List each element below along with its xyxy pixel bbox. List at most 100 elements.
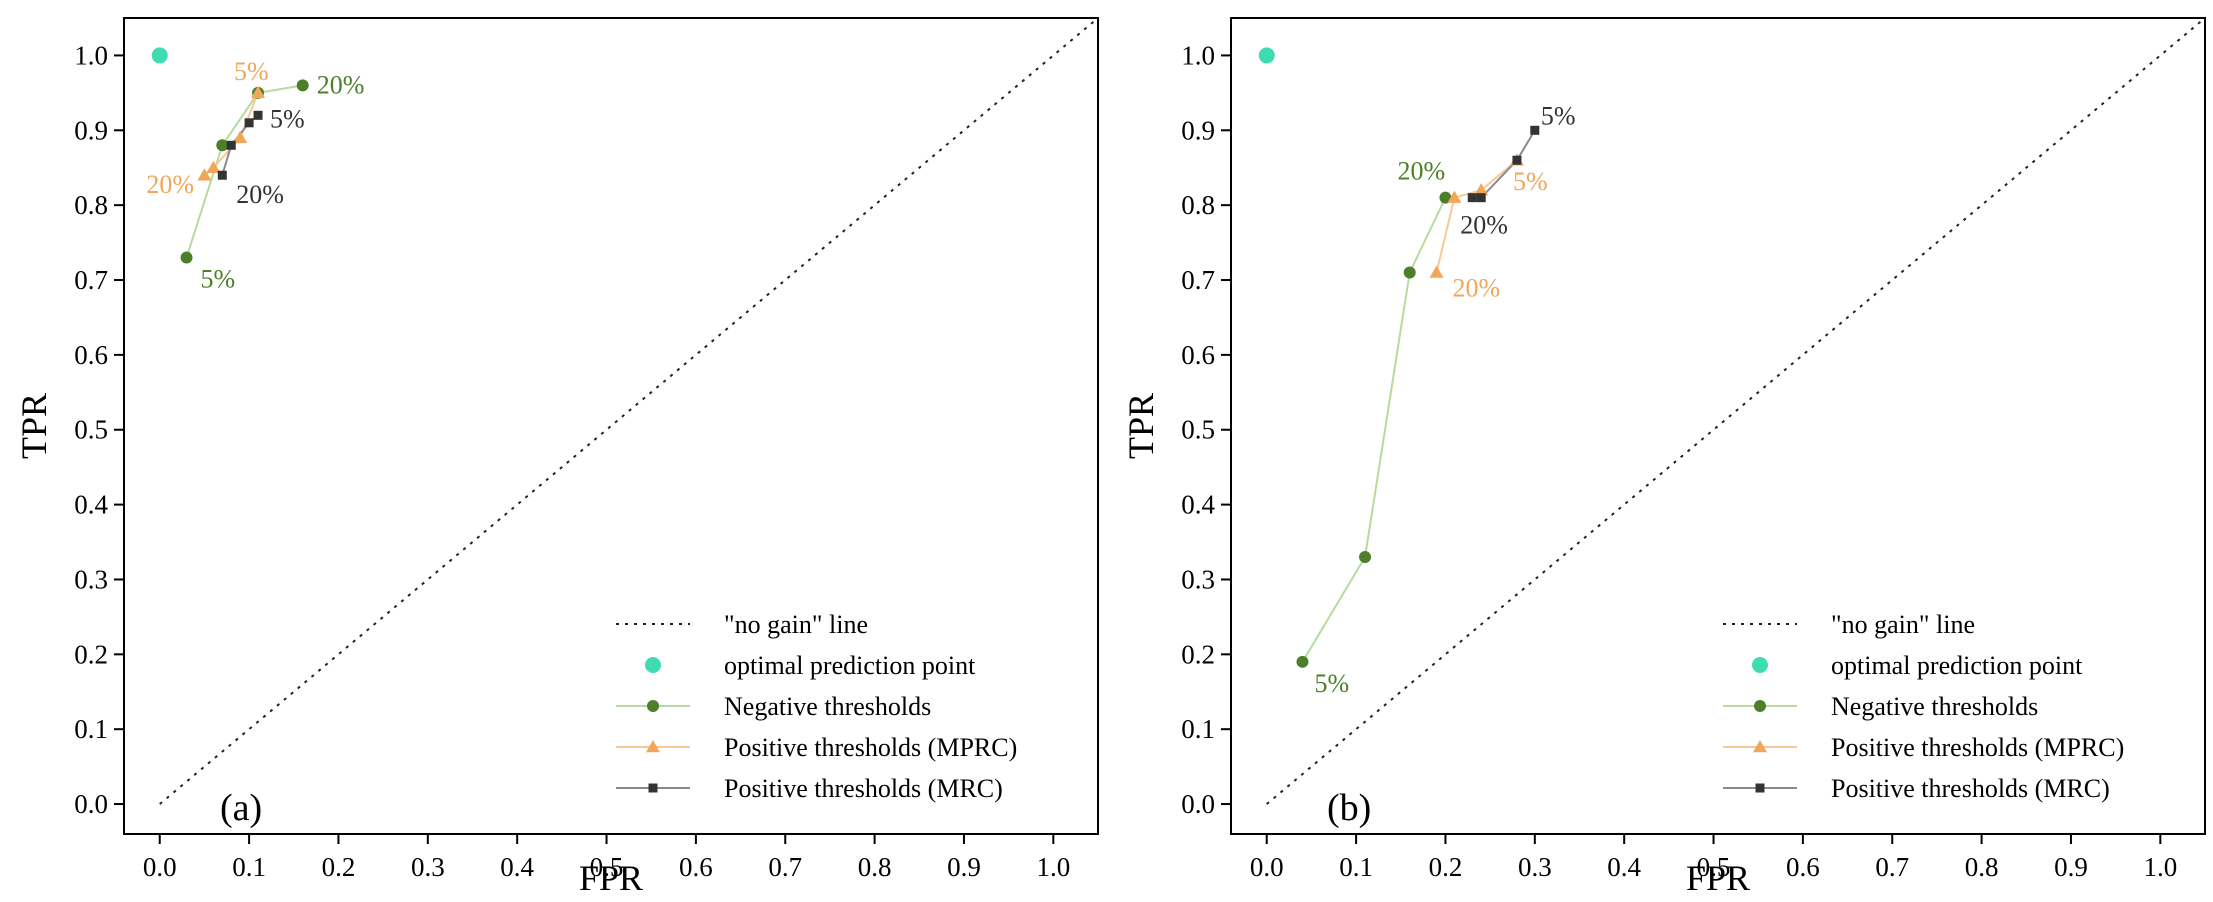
legend-item-mprc: Positive thresholds (MPRC) (1723, 733, 2124, 762)
legend-item-optimal: optimal prediction point (645, 651, 976, 680)
y-tick-label: 0.8 (74, 190, 108, 220)
data-point-negative (1439, 191, 1452, 204)
legend-label: "no gain" line (724, 610, 868, 639)
data-point-mprc (251, 85, 266, 99)
legend-item-negative: Negative thresholds (616, 692, 931, 721)
y-tick-label: 0.0 (1181, 789, 1215, 819)
series-line-negative (1301, 197, 1447, 663)
data-point-mprc (233, 130, 248, 144)
data-point-mprc (197, 168, 212, 181)
chart-a: 0.0 0.1 0.2 0.3 0.4 0.5 0.6 0.7 0.8 0.9 1.0 0.0 0.1 0… (14, 17, 1099, 898)
y-tick-label: 1.0 (74, 40, 108, 70)
point-annotation: 5% (270, 104, 305, 133)
y-tick-label: 0.2 (1181, 639, 1215, 669)
y-tick-label: 0.6 (74, 340, 108, 370)
data-point-mprc (206, 160, 221, 173)
data-point-mrc (217, 170, 227, 180)
y-tick-label: 0.1 (1181, 714, 1215, 744)
point-annotation: 5% (1314, 669, 1349, 698)
legend-label: optimal prediction point (724, 651, 976, 680)
data-point-negative (296, 79, 309, 92)
y-axis-label: TPR (1121, 393, 1161, 459)
panel-label: (b) (1327, 787, 1371, 829)
y-tick-label: 0.3 (74, 564, 108, 594)
x-tick-label: 0.4 (1607, 852, 1641, 882)
data-point-negative (1403, 266, 1416, 279)
legend-item-optimal: optimal prediction point (1752, 651, 2083, 680)
y-tick-label: 0.6 (1181, 340, 1215, 370)
legend-label: Positive thresholds (MPRC) (724, 733, 1017, 762)
chart-b: 0.0 0.1 0.2 0.3 0.4 0.5 0.6 0.7 0.8 0.9 1.0 0.0 0.1 0… (1121, 17, 2206, 898)
legend-swatch-marker (646, 740, 660, 753)
x-tick-label: 0.3 (1518, 852, 1552, 882)
legend-label: Negative thresholds (724, 692, 931, 721)
y-tick-label: 0.5 (1181, 415, 1215, 445)
legend-swatch-marker (1753, 740, 1767, 753)
legend-item-mrc: Positive thresholds (MRC) (616, 774, 1003, 803)
data-point-mrc (253, 110, 263, 120)
x-tick-label: 0.7 (1875, 852, 1909, 882)
data-point-negative (180, 251, 193, 264)
legend-label: "no gain" line (1831, 610, 1975, 639)
data-point-mprc (1429, 265, 1444, 278)
point-annotation: 20% (236, 180, 284, 209)
y-axis-label: TPR (14, 393, 54, 459)
point-annotation: 20% (1397, 157, 1445, 186)
data-point-mprc (1447, 190, 1462, 203)
legend-label: optimal prediction point (1831, 651, 2083, 680)
x-tick-label: 0.0 (1250, 852, 1284, 882)
y-tick-label: 0.4 (74, 490, 108, 520)
data-point-mrc (1530, 125, 1540, 135)
y-tick-label: 1.0 (1181, 40, 1215, 70)
data-point-negative (216, 139, 229, 152)
x-axis-label: FPR (1686, 858, 1750, 897)
plot-area (151, 18, 1098, 805)
x-tick-label: 0.8 (1965, 852, 1999, 882)
x-tick-label: 0.2 (1429, 852, 1463, 882)
plot-frame (1230, 17, 2206, 835)
y-tick-label: 0.4 (1181, 490, 1215, 520)
x-tick-label: 0.1 (1339, 852, 1373, 882)
x-tick-label: 0.0 (143, 852, 177, 882)
y-tick-label: 0.9 (1181, 115, 1215, 145)
legend-item-mprc: Positive thresholds (MPRC) (616, 733, 1017, 762)
point-annotation: 5% (1513, 167, 1548, 196)
x-tick-label: 0.5 (590, 852, 624, 882)
y-tick-label: 0.8 (1181, 190, 1215, 220)
legend-item-nogain: "no gain" line (616, 610, 868, 639)
point-annotation: 5% (201, 265, 236, 294)
chart-panel-a: 0.0 0.1 0.2 0.3 0.4 0.5 0.6 0.7 0.8 0.9 1.0 0.0 0.1 0… (0, 0, 1106, 902)
x-tick-label: 0.8 (858, 852, 892, 882)
legend-label: Positive thresholds (MPRC) (1831, 733, 2124, 762)
legend-swatch (1752, 657, 1768, 673)
x-tick-label: 1.0 (2143, 852, 2177, 882)
y-tick-label: 0.0 (74, 789, 108, 819)
x-tick-label: 0.2 (322, 852, 356, 882)
legend: "no gain" line optimal prediction point Ne… (616, 610, 1017, 803)
no-gain-line (1266, 18, 2205, 805)
y-tick-label: 0.9 (74, 115, 108, 145)
legend: "no gain" line optimal prediction point Ne… (1723, 610, 2124, 803)
no-gain-line (159, 18, 1098, 805)
chart-panel-b: 0.0 0.1 0.2 0.3 0.4 0.5 0.6 0.7 0.8 0.9 1.0 0.0 0.1 0… (1107, 0, 2213, 902)
x-tick-label: 0.6 (679, 852, 713, 882)
x-axis-label: FPR (579, 858, 643, 897)
y-tick-label: 0.7 (1181, 265, 1215, 295)
plot-area (1258, 18, 2205, 805)
x-tick-label: 0.4 (500, 852, 534, 882)
x-tick-label: 1.0 (1036, 852, 1070, 882)
x-tick-label: 0.9 (947, 852, 981, 882)
y-tick-label: 0.1 (74, 714, 108, 744)
panel-label: (a) (220, 787, 262, 829)
optimal-prediction-point (151, 47, 168, 64)
y-tick-label: 0.2 (74, 639, 108, 669)
legend-item-negative: Negative thresholds (1723, 692, 2038, 721)
data-point-mprc (1474, 183, 1489, 196)
legend-swatch-marker (648, 783, 658, 793)
data-point-negative (1296, 655, 1309, 668)
data-point-mrc (1476, 193, 1486, 203)
point-annotation: 20% (146, 170, 194, 199)
legend-label: Positive thresholds (MRC) (1831, 774, 2110, 803)
x-tick-label: 0.7 (768, 852, 802, 882)
x-tick-label: 0.9 (2054, 852, 2088, 882)
